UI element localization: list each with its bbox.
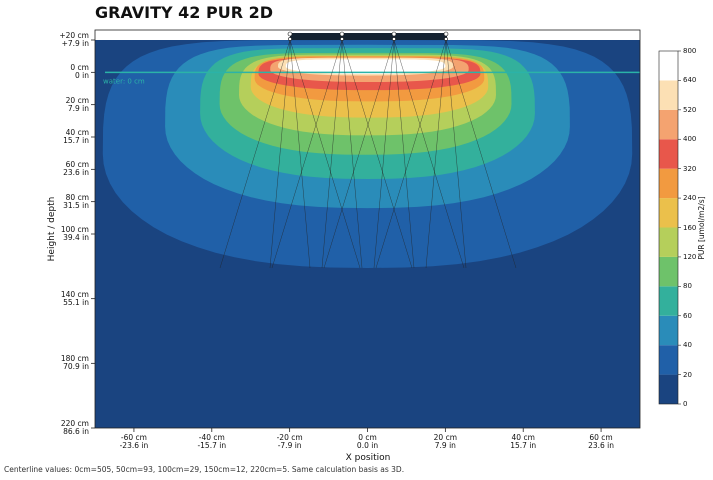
colorbar-band <box>659 51 678 81</box>
x-tick-label: -60 cm -23.6 in <box>119 433 149 450</box>
y-tick-label: 140 cm 55.1 in <box>60 289 89 307</box>
colorbar-tick-label: 40 <box>683 341 692 350</box>
colorbar-band <box>659 286 678 316</box>
colorbar-band <box>659 315 678 346</box>
x-axis-label: X position <box>346 453 391 463</box>
colorbar-band <box>659 198 678 228</box>
ray <box>373 39 395 269</box>
colorbar-band <box>659 374 678 404</box>
colorbar-label: PUR [umol/m2/s] <box>697 196 706 259</box>
ray <box>393 39 415 269</box>
note: Centerline values: 0cm=505, 50cm=93, 100… <box>4 465 404 474</box>
ray <box>269 39 291 269</box>
y-tick-label: 0 cm 0 in <box>70 63 89 81</box>
colorbar-tick-label: 120 <box>683 252 697 261</box>
y-tick-label: 60 cm 23.6 in <box>63 160 89 178</box>
colorbar-band <box>659 109 678 140</box>
colorbar-tick-label: 20 <box>683 370 692 379</box>
colorbar-band <box>659 168 678 199</box>
y-tick-label: 20 cm 7.9 in <box>65 95 89 113</box>
ray <box>445 39 467 269</box>
ray <box>321 39 343 269</box>
ray <box>289 39 311 269</box>
colorbar-band <box>659 139 678 169</box>
colorbar-tick-label: 80 <box>683 282 692 291</box>
x-tick-label: 20 cm 7.9 in <box>433 433 458 450</box>
lamp-point <box>391 31 397 37</box>
colorbar-tick-label: 160 <box>683 223 697 232</box>
y-axis-label: Height / depth <box>47 197 57 262</box>
ray <box>323 39 395 269</box>
colorbar-band <box>659 227 678 257</box>
contour-band <box>285 59 446 74</box>
y-tick-label: 80 cm 31.5 in <box>63 192 89 210</box>
y-tick-label: 100 cm 39.4 in <box>60 225 89 242</box>
lamp-point <box>339 31 345 37</box>
colorbar-tick-label: 0 <box>683 400 688 408</box>
colorbar-tick-label: 800 <box>683 47 697 55</box>
overlay: water: 0 cm <box>103 31 640 269</box>
ray <box>445 39 517 269</box>
colorbar-tick-label: 640 <box>683 76 697 85</box>
colorbar-tick-label: 520 <box>683 105 697 114</box>
ray <box>289 39 361 269</box>
field <box>95 40 640 428</box>
x-tick-label: 40 cm 15.7 in <box>510 433 537 450</box>
x-tick-label: -20 cm -7.9 in <box>276 433 303 450</box>
ray <box>375 39 447 269</box>
ray <box>425 39 447 269</box>
colorbar-band <box>659 345 678 375</box>
x-tick-label: 0 cm 0.0 in <box>356 433 379 450</box>
y-tick-label: 40 cm 15.7 in <box>63 128 89 145</box>
ray <box>341 39 413 269</box>
x-tick-label: -40 cm -15.7 in <box>197 433 227 450</box>
y-tick-label: 180 cm 70.9 in <box>60 354 89 372</box>
ray <box>393 39 465 269</box>
ray <box>219 39 291 269</box>
lamp <box>290 33 447 40</box>
chart-title: GRAVITY 42 PUR 2D <box>95 3 273 22</box>
ray <box>341 39 363 269</box>
colorbar-band <box>659 256 678 287</box>
colorbar-band <box>659 80 678 110</box>
colorbar-tick-label: 400 <box>683 135 697 144</box>
lamp-point <box>443 31 449 37</box>
y-tick-label: 220 cm 86.6 in <box>60 419 89 436</box>
lamp-point <box>287 31 293 37</box>
ray <box>271 39 343 269</box>
colorbar-tick-label: 60 <box>683 311 692 320</box>
annotation: water: 0 cm <box>103 77 145 85</box>
y-tick-label: +20 cm +7.9 in <box>59 31 89 48</box>
colorbar-tick-label: 240 <box>683 194 697 203</box>
colorbar-tick-label: 320 <box>683 164 697 173</box>
x-tick-label: 60 cm 23.6 in <box>588 433 615 450</box>
